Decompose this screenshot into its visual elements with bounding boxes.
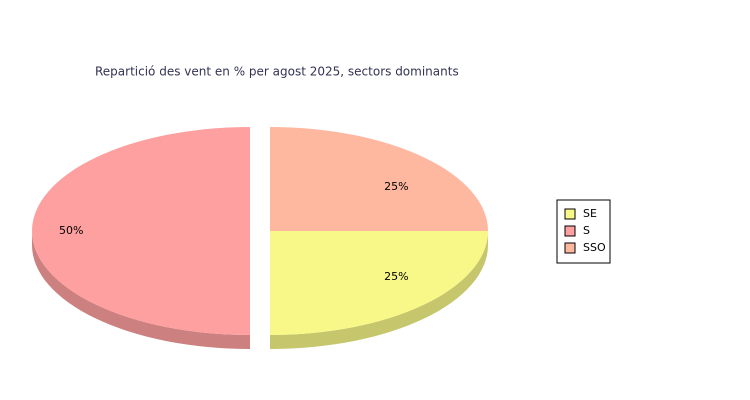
legend-swatch (564, 208, 576, 220)
slice (32, 127, 250, 335)
legend-label: SSO (583, 241, 606, 254)
slice (270, 127, 488, 231)
value-label: 25% (384, 180, 408, 193)
slice-side (32, 231, 250, 349)
value-label: 25% (384, 270, 408, 283)
chart-title: Repartició des vent en % per agost 2025,… (95, 65, 459, 79)
legend-label: SE (583, 207, 597, 220)
slice (270, 231, 488, 335)
slice-side (270, 231, 488, 349)
value-label: 50% (59, 224, 83, 237)
legend-label: S (583, 224, 590, 237)
legend-swatch (564, 225, 576, 237)
legend-swatch (564, 242, 576, 254)
